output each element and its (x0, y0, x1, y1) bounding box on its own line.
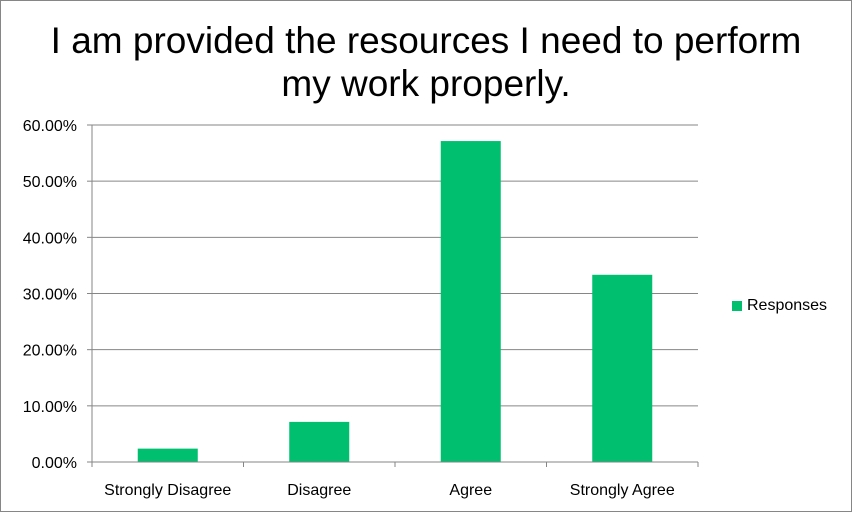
bar (592, 274, 653, 462)
y-tick-label: 20.00% (23, 343, 77, 360)
y-tick-label: 0.00% (32, 455, 77, 472)
bar (137, 448, 198, 462)
y-tick-label: 50.00% (23, 174, 77, 191)
legend: Responses (732, 297, 827, 315)
x-tick-label: Agree (449, 482, 492, 499)
y-tick-labels: 0.00% 10.00% 20.00% 30.00% 40.00% 50.00% 60.00… (23, 118, 77, 472)
bar (289, 421, 350, 462)
bars (137, 141, 653, 462)
x-tick-labels: Strongly Disagree Disagree Agree Strongly A… (104, 482, 675, 499)
x-tick-label: Disagree (287, 482, 351, 499)
y-tick-label: 60.00% (23, 118, 77, 135)
legend-label: Responses (747, 297, 828, 314)
chart-title: I am provided the resources I need to pe… (50, 20, 802, 104)
axes (87, 124, 699, 467)
y-tick-label: 40.00% (23, 230, 77, 247)
x-tick-label: Strongly Agree (570, 482, 675, 499)
y-tick-label: 10.00% (23, 399, 77, 416)
y-tick-label: 30.00% (23, 287, 77, 304)
legend-swatch (732, 301, 742, 311)
x-tick-label: Strongly Disagree (104, 482, 231, 499)
bar (440, 141, 501, 462)
